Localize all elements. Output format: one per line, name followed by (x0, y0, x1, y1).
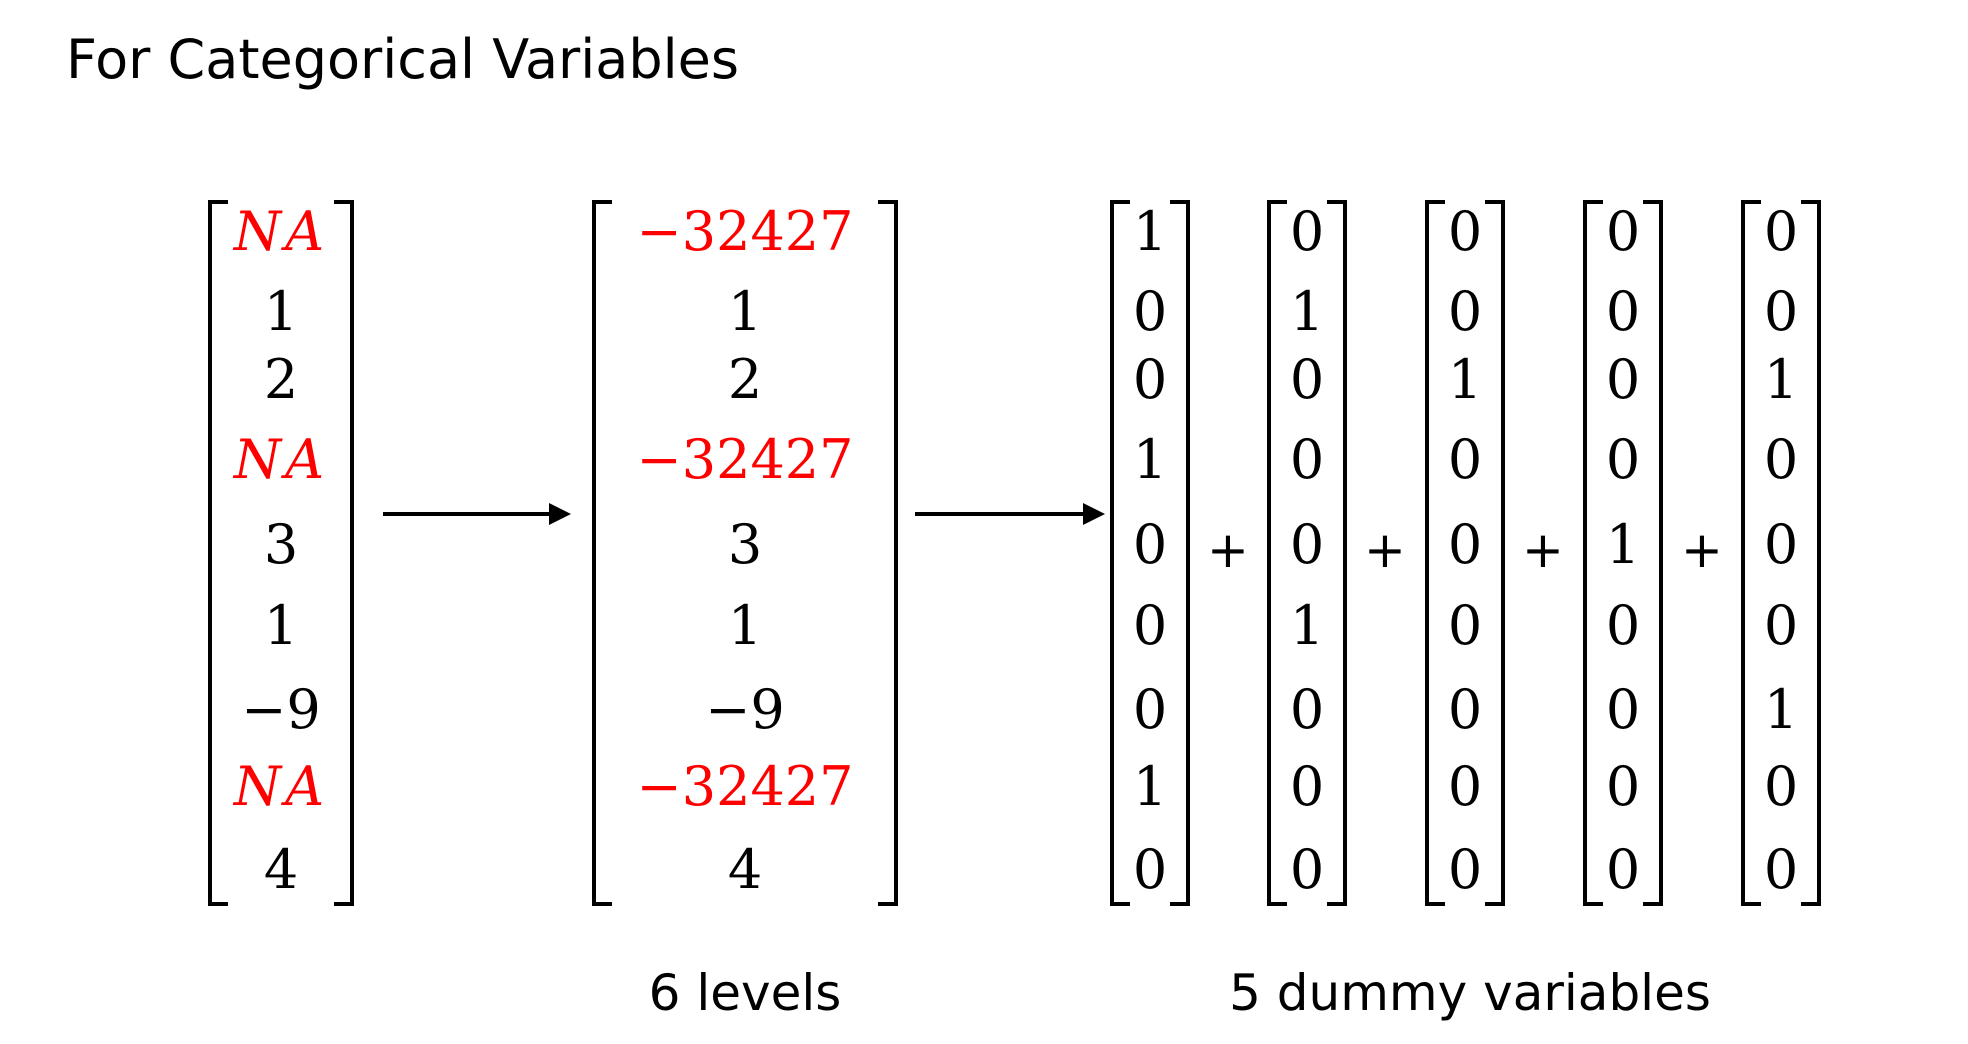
matrix-cell: 0 (1289, 755, 1325, 818)
left-bracket (1110, 200, 1130, 906)
matrix-cell: −9 (241, 678, 321, 741)
matrix-cell: 0 (1447, 594, 1483, 657)
matrix-cell: −32427 (636, 428, 854, 491)
matrix-cell: −9 (705, 678, 785, 741)
matrix-cell: 1 (727, 594, 763, 657)
page-title: For Categorical Variables (66, 28, 739, 91)
matrix-cell: 0 (1447, 755, 1483, 818)
matrix-cell: 0 (1605, 755, 1641, 818)
left-bracket (1741, 200, 1761, 906)
matrix-cell: 2 (263, 348, 299, 411)
matrix-cell: 0 (1132, 280, 1168, 343)
matrix-cell: 3 (263, 513, 299, 576)
matrix-cell: 0 (1289, 348, 1325, 411)
left-bracket (592, 200, 612, 906)
left-bracket (1267, 200, 1287, 906)
matrix-cell: 0 (1447, 280, 1483, 343)
right-bracket (1170, 200, 1190, 906)
left-bracket (1425, 200, 1445, 906)
plus-operator: + (1207, 521, 1249, 579)
right-bracket (1801, 200, 1821, 906)
matrix-cell: 0 (1132, 594, 1168, 657)
original-vector: NA 1 2 NA 3 1 −9 NA 4 (208, 200, 354, 906)
matrix-cell: NA (233, 428, 329, 491)
matrix-cell: −32427 (636, 200, 854, 263)
matrix-cell: NA (233, 200, 329, 263)
matrix-cell: 0 (1289, 838, 1325, 901)
matrix-cell: 4 (263, 838, 299, 901)
matrix-cell: 0 (1447, 428, 1483, 491)
caption-levels: 6 levels (648, 964, 842, 1022)
matrix-cell: 0 (1763, 428, 1799, 491)
matrix-cell: 0 (1447, 678, 1483, 741)
matrix-cell: 1 (1132, 428, 1168, 491)
matrix-cell: 1 (727, 280, 763, 343)
matrix-cell: 0 (1289, 678, 1325, 741)
matrix-cell: 0 (1763, 755, 1799, 818)
recoded-vector: −32427 1 2 −32427 3 1 −9 −32427 4 (592, 200, 898, 906)
matrix-cell: 1 (263, 594, 299, 657)
right-bracket (878, 200, 898, 906)
matrix-cell: 0 (1605, 280, 1641, 343)
matrix-cell: 1 (1447, 348, 1483, 411)
matrix-cell: 1 (1289, 280, 1325, 343)
left-bracket (1583, 200, 1603, 906)
plus-operator: + (1364, 521, 1406, 579)
matrix-cell: 0 (1605, 678, 1641, 741)
matrix-cell: 1 (1763, 678, 1799, 741)
matrix-cell: 2 (727, 348, 763, 411)
matrix-cell: 3 (727, 513, 763, 576)
arrow-dummy-encode (915, 503, 1105, 525)
caption-dummy-variables: 5 dummy variables (1229, 964, 1711, 1022)
matrix-cell: −32427 (636, 755, 854, 818)
matrix-cell: 0 (1605, 594, 1641, 657)
matrix-cell: 1 (1289, 594, 1325, 657)
matrix-cell: 0 (1447, 200, 1483, 263)
matrix-cell: NA (233, 755, 329, 818)
matrix-cell: 0 (1763, 280, 1799, 343)
right-bracket (1327, 200, 1347, 906)
matrix-cell: 0 (1132, 348, 1168, 411)
matrix-cell: 1 (1132, 200, 1168, 263)
matrix-cell: 0 (1289, 200, 1325, 263)
matrix-cell: 0 (1289, 428, 1325, 491)
matrix-cell: 0 (1447, 838, 1483, 901)
matrix-cell: 4 (727, 838, 763, 901)
matrix-cell: 0 (1132, 678, 1168, 741)
matrix-cell: 0 (1763, 200, 1799, 263)
matrix-cell: 0 (1605, 200, 1641, 263)
matrix-cell: 0 (1763, 594, 1799, 657)
right-bracket (334, 200, 354, 906)
plus-operator: + (1522, 521, 1564, 579)
matrix-cell: 0 (1132, 513, 1168, 576)
matrix-cell: 0 (1763, 838, 1799, 901)
matrix-cell: 1 (1605, 513, 1641, 576)
matrix-cell: 1 (1132, 755, 1168, 818)
matrix-cell: 1 (263, 280, 299, 343)
arrow-recode (383, 503, 571, 525)
matrix-cell: 0 (1605, 348, 1641, 411)
matrix-cell: 0 (1447, 513, 1483, 576)
matrix-cell: 1 (1763, 348, 1799, 411)
right-bracket (1643, 200, 1663, 906)
matrix-cell: 0 (1289, 513, 1325, 576)
matrix-cell: 0 (1132, 838, 1168, 901)
matrix-cell: 0 (1763, 513, 1799, 576)
plus-operator: + (1681, 521, 1723, 579)
right-bracket (1485, 200, 1505, 906)
matrix-cell: 0 (1605, 838, 1641, 901)
left-bracket (208, 200, 228, 906)
matrix-cell: 0 (1605, 428, 1641, 491)
